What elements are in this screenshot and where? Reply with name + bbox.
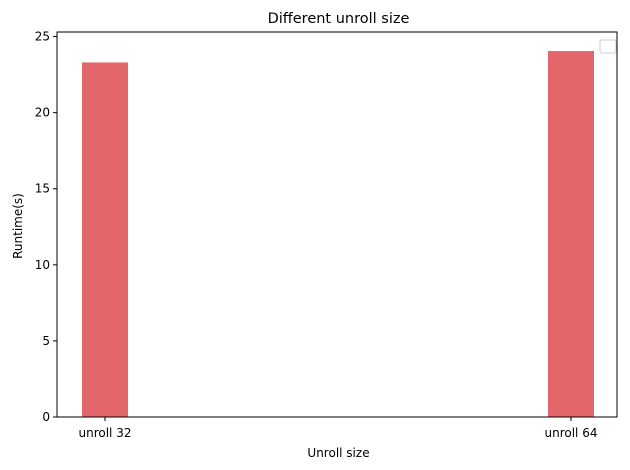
legend-box <box>599 39 617 54</box>
y-axis-label: Runtime(s) <box>11 193 25 259</box>
y-tick-label: 0 <box>42 410 50 424</box>
x-axis-label: Unroll size <box>307 446 369 460</box>
y-tick-label: 20 <box>35 106 50 120</box>
bar-unroll-64 <box>548 51 594 418</box>
x-tick-label: unroll 32 <box>79 426 132 440</box>
plot-area: 0 5 10 15 20 25 unroll 32 unroll 64 <box>35 30 618 440</box>
y-tick-label: 25 <box>35 30 50 44</box>
y-tick-label: 15 <box>35 182 50 196</box>
bar-unroll-32 <box>82 62 128 417</box>
chart-title: Different unroll size <box>268 11 410 27</box>
axes-frame <box>56 31 618 418</box>
y-tick-label: 10 <box>35 258 50 272</box>
x-tick-label: unroll 64 <box>545 426 598 440</box>
y-tick-label: 5 <box>42 334 50 348</box>
